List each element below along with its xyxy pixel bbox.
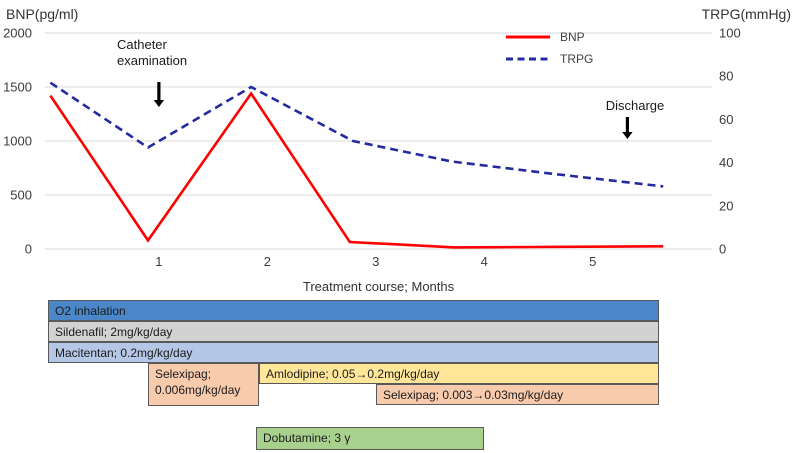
line-chart: 0 500 1000 1500 2000 0 20 40 60 80 100 1 2 3 4 5 <box>3 26 741 270</box>
x-axis-tick-label: 4 <box>481 254 488 269</box>
right-axis-title: TRPG(mmHg) <box>701 6 791 22</box>
trpg-dashed-swatch-icon <box>506 57 550 61</box>
right-axis-tick-label: 20 <box>719 198 733 213</box>
legend-label-trpg: TRPG <box>560 52 594 66</box>
chart-legend: BNP TRPG <box>505 26 593 70</box>
left-axis-title: BNP(pg/ml) <box>6 6 79 22</box>
series-line-trpg <box>49 81 664 188</box>
right-axis-tick-label: 80 <box>719 69 733 84</box>
x-axis-tick-label: 1 <box>155 254 162 269</box>
treatment-bar: Selexipag; 0.003→0.03mg/kg/day <box>376 384 659 405</box>
treatment-bar: Macitentan; 0.2mg/kg/day <box>48 342 659 363</box>
legend-item-trpg: TRPG <box>505 48 593 70</box>
right-axis-tick-label: 60 <box>719 112 733 127</box>
treatment-bar: Sildenafil; 2mg/kg/day <box>48 321 659 342</box>
right-axis-tick-label: 0 <box>719 242 726 257</box>
left-axis-tick-label: 1500 <box>3 80 32 95</box>
legend-label-bnp: BNP <box>560 30 585 44</box>
right-axis-tick-label: 100 <box>719 26 741 41</box>
left-axis-tick-label: 2000 <box>3 26 32 41</box>
down-arrow-icon <box>622 117 633 139</box>
x-axis-tick-label: 5 <box>589 254 596 269</box>
x-axis-title: Treatment course; Months <box>302 279 455 294</box>
left-axis-tick-label: 500 <box>10 188 32 203</box>
right-axis-tick-label: 40 <box>719 155 733 170</box>
treatment-bar: Amlodipine; 0.05→0.2mg/kg/day <box>259 363 659 384</box>
series-line-bnp <box>49 91 664 249</box>
bnp-line-swatch-icon <box>506 35 550 39</box>
legend-item-bnp: BNP <box>505 26 593 48</box>
treatment-bar: O2 inhalation <box>48 300 659 321</box>
annotation-catheter-examination: Catheter examination <box>117 37 188 68</box>
x-axis-tick-label: 2 <box>264 254 271 269</box>
x-axis-tick-label: 3 <box>372 254 379 269</box>
left-axis-tick-label: 0 <box>25 242 32 257</box>
down-arrow-icon <box>153 82 165 107</box>
left-axis-tick-label: 1000 <box>3 134 32 149</box>
treatment-bar: Selexipag; 0.006mg/kg/day <box>148 363 259 406</box>
annotation-discharge: Discharge <box>605 98 665 113</box>
treatment-bar: Dobutamine; 3 γ <box>256 427 484 450</box>
